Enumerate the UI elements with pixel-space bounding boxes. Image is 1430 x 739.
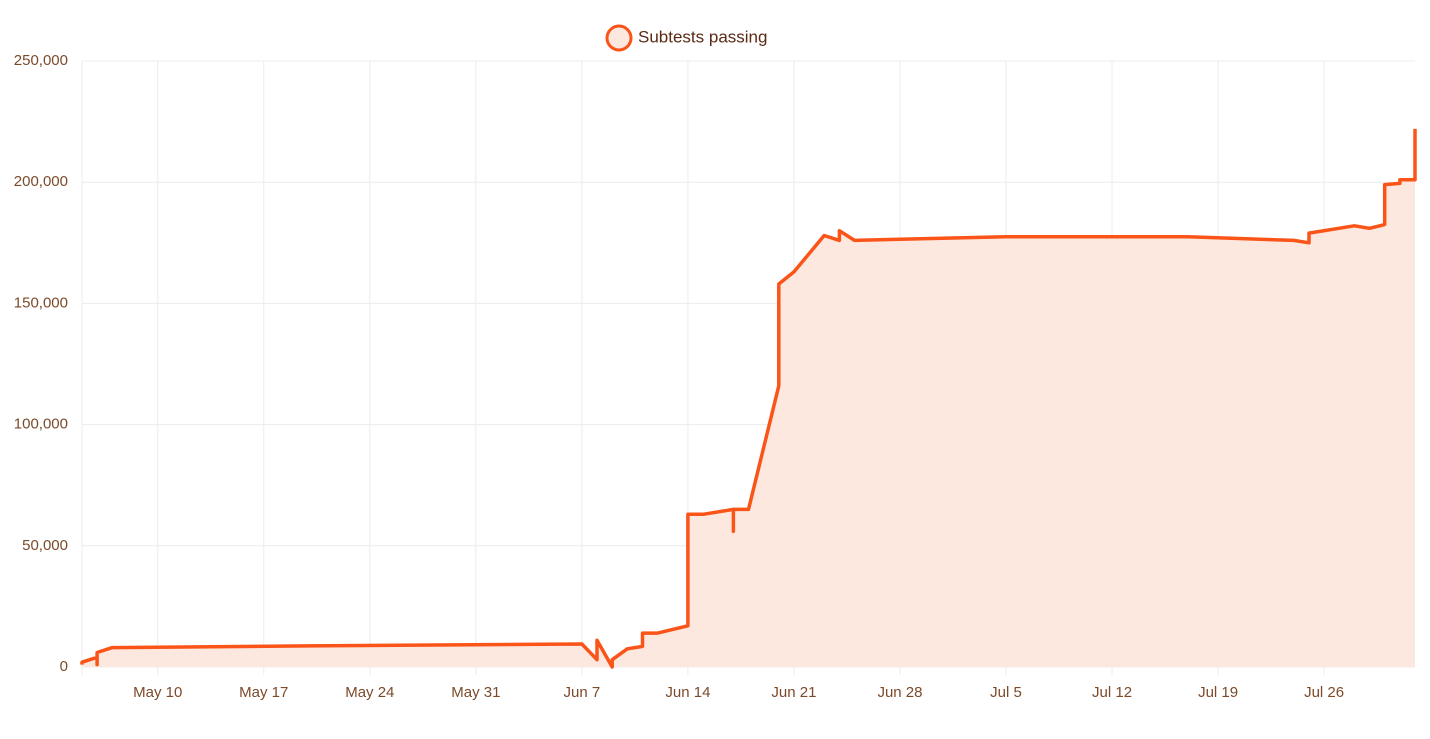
y-tick-label: 250,000: [14, 52, 68, 69]
y-tick-label: 0: [60, 658, 68, 675]
y-tick-label: 100,000: [14, 416, 68, 433]
area: [82, 128, 1415, 667]
x-tick-label: Jun 21: [771, 684, 816, 701]
line: [80, 128, 1417, 669]
x-tick-label: May 10: [133, 684, 182, 701]
x-tick-label: Jun 28: [877, 684, 922, 701]
x-tick-label: May 31: [451, 684, 500, 701]
x-tick-label: Jul 19: [1198, 684, 1238, 701]
x-tick-label: Jun 7: [564, 684, 601, 701]
y-tick-label: 200,000: [14, 173, 68, 190]
x-tick-label: May 24: [345, 684, 394, 701]
legend-label: Subtests passing: [638, 27, 767, 46]
legend-marker: [605, 24, 633, 52]
x-tick-label: Jul 5: [990, 684, 1022, 701]
x-tick-label: Jul 12: [1092, 684, 1132, 701]
legend: Subtests passing: [605, 24, 767, 52]
y-tick-label: 150,000: [14, 294, 68, 311]
x-tick-label: Jun 14: [665, 684, 710, 701]
x-tick-label: May 17: [239, 684, 288, 701]
y-tick-label: 50,000: [22, 537, 68, 554]
x-tick-label: Jul 26: [1304, 684, 1344, 701]
